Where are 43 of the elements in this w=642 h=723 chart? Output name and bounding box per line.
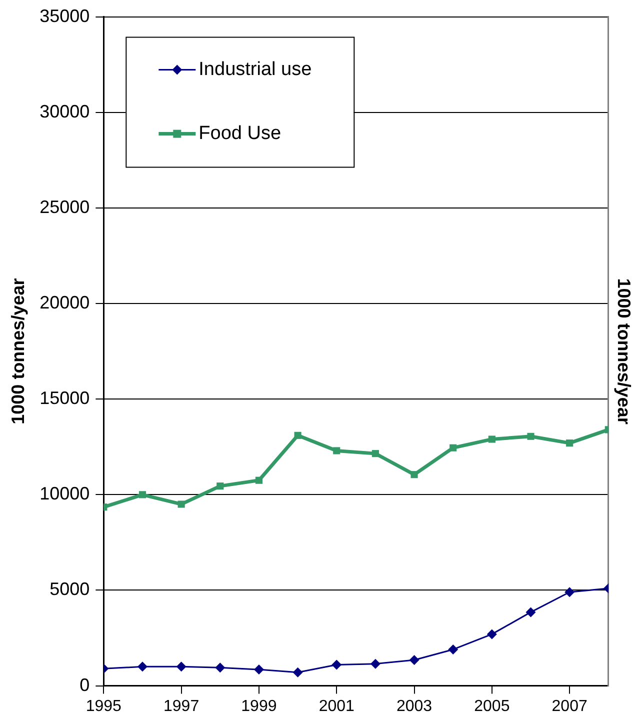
y-tick-label: 30000: [40, 101, 90, 122]
point: [216, 482, 224, 490]
y-tick-label: 35000: [40, 6, 90, 26]
point: [138, 491, 146, 498]
x-tick-label: 1999: [241, 698, 277, 715]
x-tick-label: 1997: [164, 698, 200, 715]
point: [370, 658, 380, 669]
point: [372, 450, 379, 458]
y-tick-label: 0: [80, 674, 90, 695]
y-tick-label: 10000: [40, 484, 90, 504]
point: [564, 587, 575, 598]
point: [176, 662, 186, 672]
x-tick-label: 2005: [474, 698, 510, 715]
y-tick-label: 15000: [40, 388, 90, 408]
y-tick-label: 25000: [40, 196, 90, 217]
point: [486, 629, 497, 640]
point: [409, 654, 420, 665]
x-tick-label: 2007: [552, 698, 588, 715]
point: [450, 444, 457, 452]
y-tick-label: 20000: [40, 292, 90, 312]
x-tick-label: 1995: [86, 698, 122, 715]
point: [527, 432, 534, 440]
legend-label: Food Use: [198, 123, 282, 144]
point: [488, 436, 496, 443]
point: [178, 500, 185, 508]
y2-axis-title: 1000 tonnes/year: [614, 278, 634, 424]
point: [215, 662, 226, 673]
point: [410, 471, 418, 478]
point: [526, 607, 536, 618]
point: [292, 667, 303, 678]
y-tick-label: 5000: [50, 579, 90, 600]
point: [137, 662, 148, 672]
point: [448, 644, 458, 654]
x-tick-label: 2001: [318, 698, 355, 715]
point: [255, 476, 262, 484]
y-axis-title: 1000 tonnes/year: [8, 278, 28, 424]
point: [566, 440, 574, 447]
legend-label: Industrial use: [198, 59, 312, 80]
x-tick-label: 2003: [396, 698, 432, 715]
point: [332, 660, 342, 670]
point: [294, 432, 302, 439]
point: [254, 664, 264, 675]
point: [333, 447, 340, 454]
